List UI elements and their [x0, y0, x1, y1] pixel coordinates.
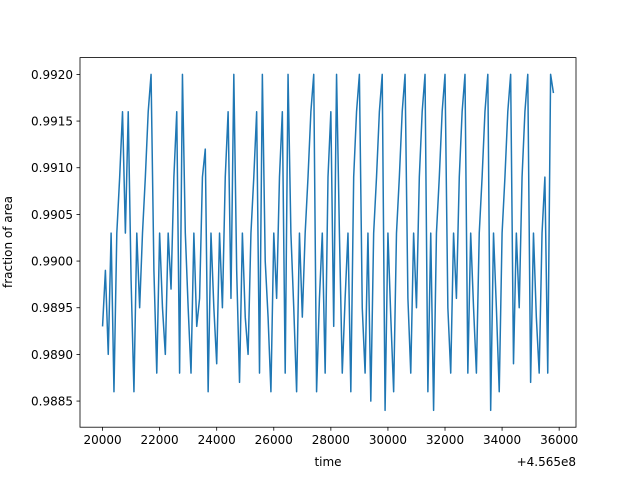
x-tick-label: 26000	[255, 433, 293, 447]
y-tick-label: 0.9910	[31, 161, 73, 175]
x-tick-label: 30000	[369, 433, 407, 447]
y-tick-label: 0.9920	[31, 68, 73, 82]
x-offset-label: +4.565e8	[517, 455, 576, 469]
y-tick-label: 0.9885	[31, 395, 73, 409]
x-tick-label: 32000	[426, 433, 464, 447]
axes-frame	[79, 57, 577, 428]
y-tick-label: 0.9900	[31, 255, 73, 269]
y-tick-label: 0.9915	[31, 115, 73, 129]
x-tick-label: 22000	[141, 433, 179, 447]
y-axis-label: fraction of area	[1, 196, 15, 288]
plot-area	[101, 73, 555, 412]
x-tick-label: 28000	[312, 433, 350, 447]
y-tick-label: 0.9890	[31, 348, 73, 362]
y-tick-label: 0.9895	[31, 301, 73, 315]
x-tick-label: 24000	[198, 433, 236, 447]
y-tick-label: 0.9905	[31, 208, 73, 222]
data-line	[101, 73, 555, 412]
x-tick-label: 34000	[483, 433, 521, 447]
x-tick-label: 20000	[83, 433, 121, 447]
x-tick-label: 36000	[540, 433, 578, 447]
x-axis-label: time	[314, 455, 341, 469]
